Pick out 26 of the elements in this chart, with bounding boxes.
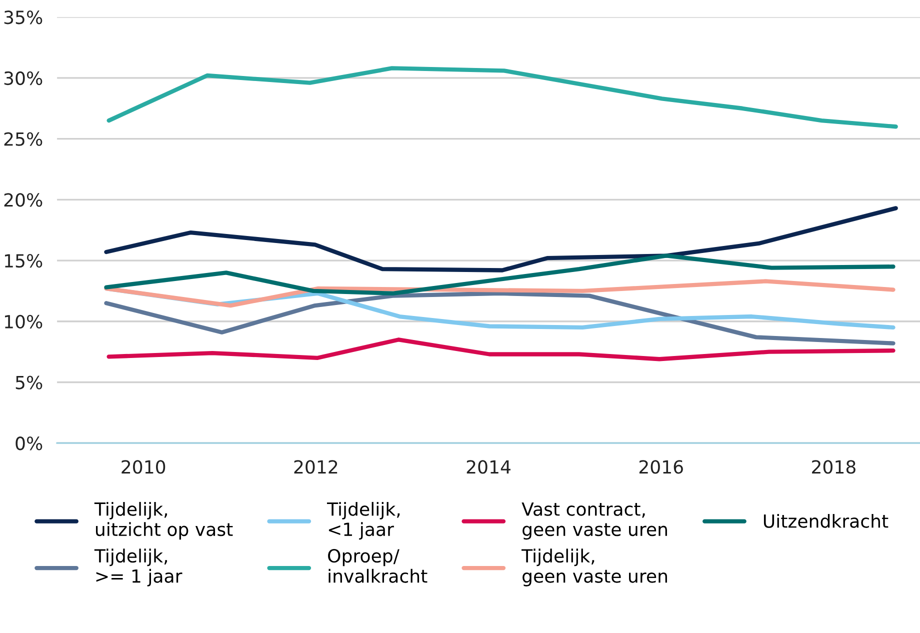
y-tick-label: 25%: [4, 132, 42, 146]
line-series: [104, 279, 896, 308]
legend-label: Vast contract, geen vaste uren: [522, 502, 667, 540]
x-tick-label: 2016: [639, 460, 683, 474]
y-tick-label: 15%: [5, 254, 42, 268]
legend-label: Tijdelijk, <1 jaar: [326, 502, 400, 540]
line-series: [104, 254, 896, 296]
line-series: [106, 338, 896, 362]
line-series: [104, 291, 896, 346]
y-tick-label: 0%: [16, 436, 42, 450]
legend-label: Uitzendkracht: [764, 514, 888, 528]
y-tick-label: 20%: [4, 193, 42, 207]
legend-label: Tijdelijk, geen vaste uren: [521, 548, 667, 586]
y-tick-label: 10%: [5, 314, 42, 328]
x-tick-label: 2010: [122, 460, 166, 474]
y-tick-label: 5%: [16, 376, 42, 390]
x-tick-label: 2018: [812, 460, 856, 474]
x-tick-label: 2012: [294, 460, 338, 474]
line-series: [104, 206, 898, 272]
legend-label: Oproep/ invalkracht: [328, 548, 428, 583]
line-series: [106, 66, 898, 129]
y-tick-label: 30%: [4, 71, 42, 86]
legend-label: Tijdelijk, uitzicht op vast: [94, 502, 233, 540]
legend-label: Tijdelijk, >= 1 jaar: [94, 548, 182, 586]
x-tick-label: 2014: [466, 460, 510, 474]
y-tick-label: 35%: [4, 10, 42, 24]
